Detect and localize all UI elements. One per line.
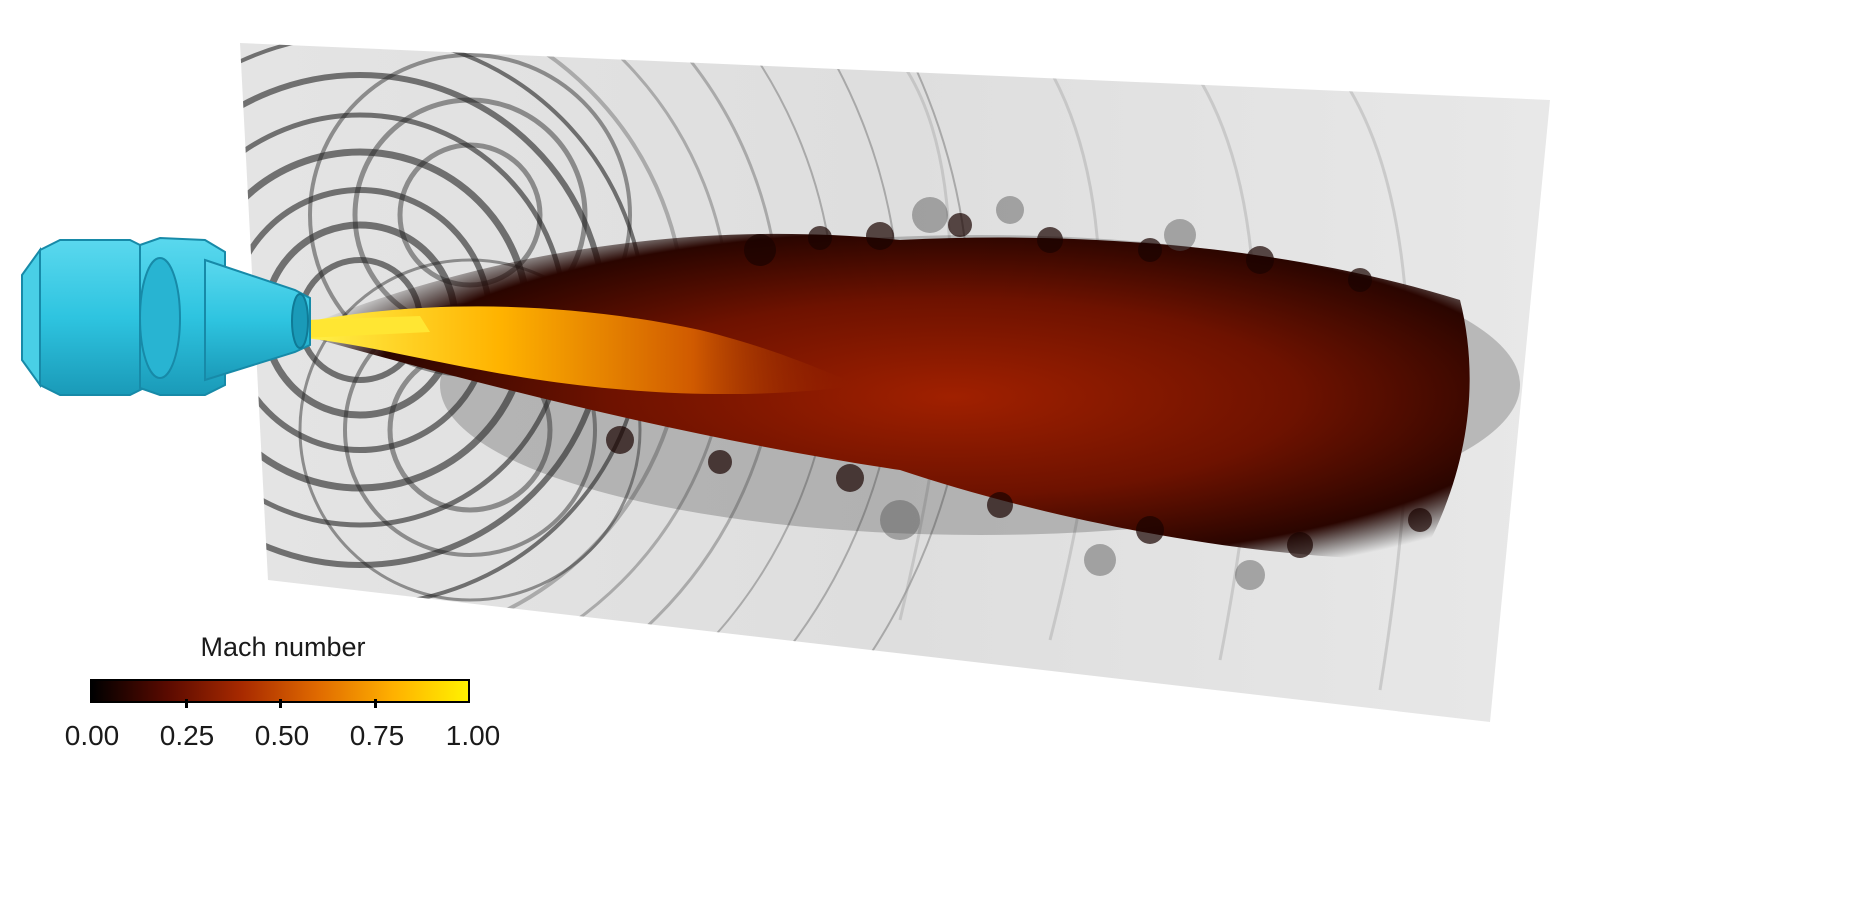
colorbar-tick-label: 0.50 <box>254 720 310 751</box>
colorbar-tick-label: 1.00 <box>445 720 501 751</box>
colorbar-tick-mark <box>185 699 188 708</box>
colorbar-tick-label: 0.00 <box>64 720 120 751</box>
colorbar-tick-mark <box>374 699 377 708</box>
colorbar-tick-label: 0.25 <box>159 720 215 751</box>
colorbar-tick-label: 0.75 <box>349 720 405 751</box>
colorbar-title: Mach number <box>200 632 366 662</box>
jet-plume <box>305 196 1520 590</box>
nozzle-icon <box>21 236 311 396</box>
colorbar-tick-mark <box>279 699 282 708</box>
